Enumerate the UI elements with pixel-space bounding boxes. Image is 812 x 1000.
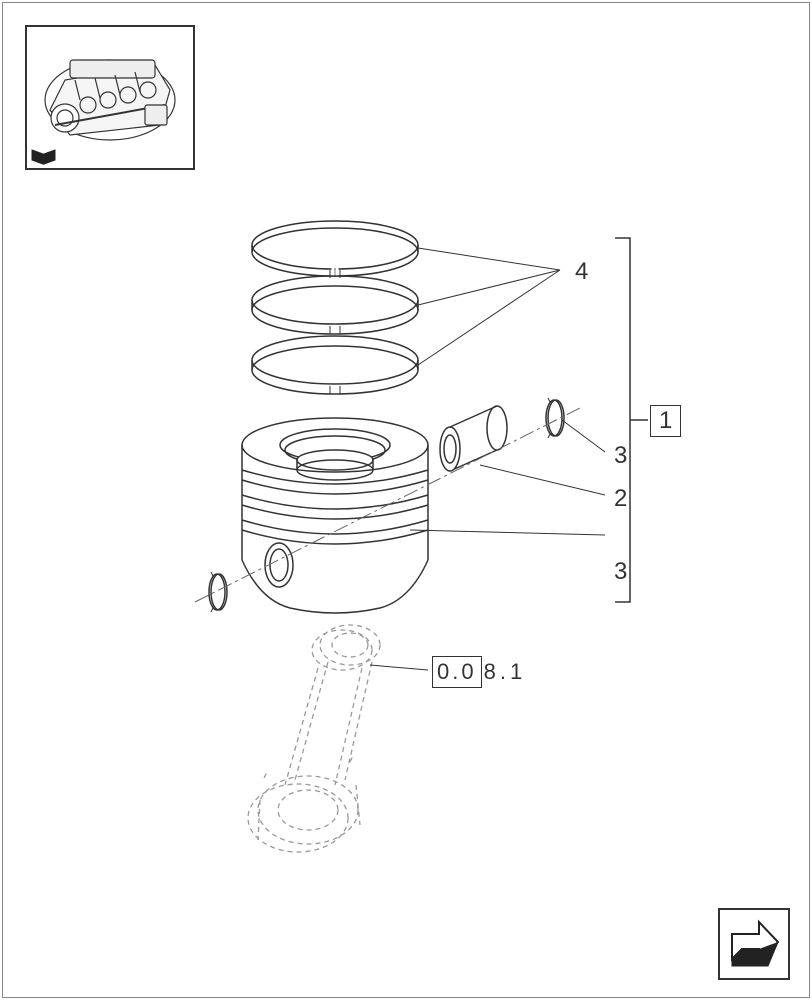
next-page-icon: [724, 914, 784, 974]
snap-ring-left: [209, 572, 227, 612]
reference-suffix: 8.1: [484, 659, 527, 684]
piston-ring-1: [252, 221, 418, 278]
bracket: [615, 238, 648, 602]
page-root: 4 1 3 2 3 0.08.1: [0, 0, 812, 1000]
callout-1-boxed: 1: [650, 405, 681, 437]
leader-piston: [410, 530, 605, 535]
callout-2: 2: [614, 485, 627, 513]
reference-callout: 0.08.1: [432, 656, 526, 688]
callout-3-right: 3: [614, 442, 627, 470]
callout-3-left: 3: [614, 558, 627, 586]
callout-4: 4: [575, 258, 588, 286]
callout-1-text: 1: [659, 407, 672, 434]
reference-prefix-box: 0.0: [432, 656, 482, 688]
leader-2: [480, 465, 605, 495]
piston-body: [242, 418, 428, 613]
snap-ring-right: [546, 398, 564, 438]
piston-ring-3: [252, 336, 418, 394]
leader-4: [418, 248, 560, 365]
leader-conrod: [370, 665, 428, 670]
connecting-rod: [248, 625, 380, 852]
leader-3-right: [562, 420, 605, 452]
piston-ring-2: [252, 276, 418, 334]
exploded-diagram: [0, 0, 812, 1000]
